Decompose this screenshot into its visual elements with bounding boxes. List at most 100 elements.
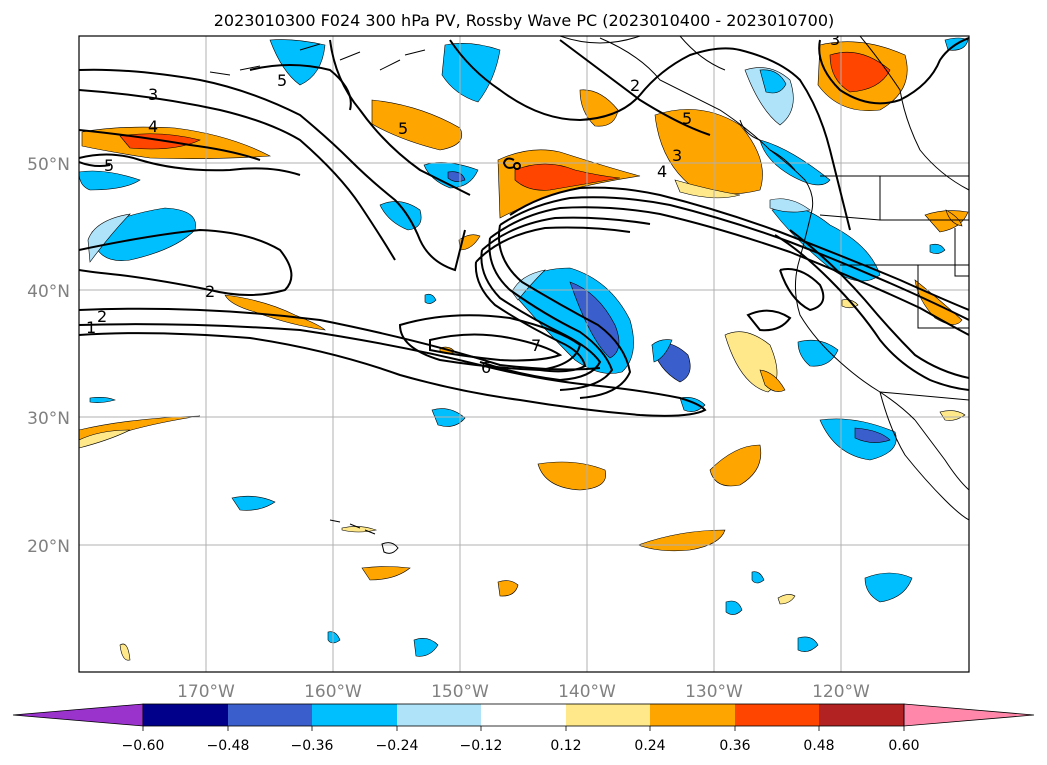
contour-label: 2 <box>97 307 107 326</box>
colorbar-tick-label: 0.12 <box>550 738 581 754</box>
pos-core-alaska <box>829 51 891 93</box>
colorbar-tick-label: −0.36 <box>291 738 334 754</box>
coast-mexico <box>914 419 969 491</box>
pos-patch-yellow-bc <box>674 179 741 199</box>
lon-tick-label: 160°W <box>304 682 362 702</box>
lat-tick-label: 40°N <box>27 282 70 302</box>
contour-loop-small <box>746 309 792 332</box>
neg-patch-coast <box>759 139 831 186</box>
contour-label: 5 <box>682 109 692 128</box>
lon-tick-label: 170°W <box>177 682 235 702</box>
graticule <box>79 36 969 672</box>
pos-patch-small6 <box>939 410 966 421</box>
contour-5-left <box>79 153 301 176</box>
island-bc-coast <box>739 119 796 171</box>
neg-patch-wa-light <box>769 198 811 213</box>
neg-patch-small7 <box>89 397 116 403</box>
colorbar-segment <box>397 704 481 726</box>
colorbar-tick-label: 0.24 <box>634 738 665 754</box>
contour-1 <box>79 323 707 417</box>
colorbar-tick-label: 0.60 <box>888 738 919 754</box>
neg-patch-small3 <box>725 600 743 615</box>
island-hawaii2 <box>381 542 399 554</box>
contour-alaska-3 <box>818 37 969 105</box>
coast-alaska-north <box>559 36 969 191</box>
pv-contours <box>79 37 969 417</box>
contour-vortex-2 <box>474 261 587 373</box>
pos-patch-mid-orange <box>759 369 786 392</box>
contour-label: 2 <box>205 282 215 301</box>
neg-patch-baja-dark <box>854 427 891 443</box>
contour-label: 1 <box>86 318 96 337</box>
contour-label: 5 <box>104 156 114 175</box>
coast-aleutians <box>209 43 426 76</box>
contour-label: 3 <box>672 146 682 165</box>
neg-patch-west-light <box>87 213 131 263</box>
contour-vortex-1 <box>479 249 602 382</box>
contour-labels: 3 4 5 5 5 2 2 1 2 3 4 6 7 3 5 <box>86 36 840 377</box>
colorbar-tick-label: −0.24 <box>376 738 419 754</box>
colorbar-extend-low <box>12 703 144 727</box>
neg-patch-top <box>441 43 501 103</box>
figure-title: 2023010300 F024 300 hPa PV, Rossby Wave … <box>214 11 835 30</box>
lon-axis: 170°W 160°W 150°W 140°W 130°W 120°W <box>177 682 870 702</box>
low-marker <box>502 157 521 170</box>
pos-patch-east <box>709 444 762 487</box>
contour-arc-outer <box>509 186 969 311</box>
neg-patch-blob2-dark <box>447 171 466 182</box>
contour-vortex-3 <box>488 237 614 391</box>
colorbar-tick-label: −0.60 <box>122 738 165 754</box>
contour-label: 7 <box>531 336 541 355</box>
map-frame <box>78 35 970 673</box>
contour-arc-3 <box>489 206 969 336</box>
pos-patch-west <box>224 294 326 331</box>
contour-arc-4 <box>481 216 651 251</box>
contour-4 <box>79 129 261 161</box>
pos-patch-small7 <box>119 643 131 661</box>
contour-ca-2 <box>789 229 969 379</box>
pos-patch-gulf <box>371 99 463 151</box>
border-states4 <box>917 265 969 329</box>
pos-patch-ne <box>924 210 969 233</box>
neg-patch-center <box>431 408 466 427</box>
contour-loop-1 <box>779 268 825 312</box>
pos-patch-south <box>637 529 726 552</box>
colorbar-segment <box>819 704 904 726</box>
colorbar-tick-label: −0.48 <box>207 738 250 754</box>
pos-patch-small10 <box>945 209 963 227</box>
pos-patch-small2 <box>497 580 519 597</box>
contour-arc-2 <box>499 196 969 321</box>
pos-patch-yellow-sw <box>79 429 131 449</box>
colorbar-segment <box>312 704 397 726</box>
contour-label: 4 <box>148 117 158 136</box>
contour-label: 3 <box>148 85 158 104</box>
neg-patch-mid-light <box>651 339 673 363</box>
lon-tick-label: 120°W <box>812 682 870 702</box>
lat-tick-label: 20°N <box>27 537 70 557</box>
pos-patch-bc <box>654 109 763 195</box>
border-states2 <box>819 214 881 221</box>
pos-patch-small5 <box>777 594 796 605</box>
contour-inner-7 <box>429 333 563 362</box>
pos-patch-small3 <box>458 234 481 251</box>
contour-5-label <box>79 161 111 167</box>
contour-upper-5 <box>249 64 352 111</box>
lon-tick-label: 150°W <box>431 682 489 702</box>
lat-tick-label: 50°N <box>27 155 70 175</box>
contour-ca <box>774 234 969 391</box>
neg-patch-small1 <box>413 638 439 657</box>
contour-2b <box>79 228 293 296</box>
colorbar-segment <box>735 704 819 726</box>
contour-label: 5 <box>398 119 408 138</box>
colorbar-segment <box>228 704 312 726</box>
neg-patch-bc-core <box>759 69 787 94</box>
colorbar-segment <box>566 704 650 726</box>
contour-label: 6 <box>481 358 491 377</box>
coast-baja <box>879 391 969 521</box>
neg-patch-small8 <box>424 293 437 304</box>
pos-patch-580 <box>579 89 619 127</box>
contour-inner-6 <box>398 314 582 372</box>
colorbar: −0.60 −0.48 −0.36 −0.24 −0.12 0.12 0.24 … <box>12 703 1035 754</box>
island-hawaii1 <box>329 519 376 535</box>
